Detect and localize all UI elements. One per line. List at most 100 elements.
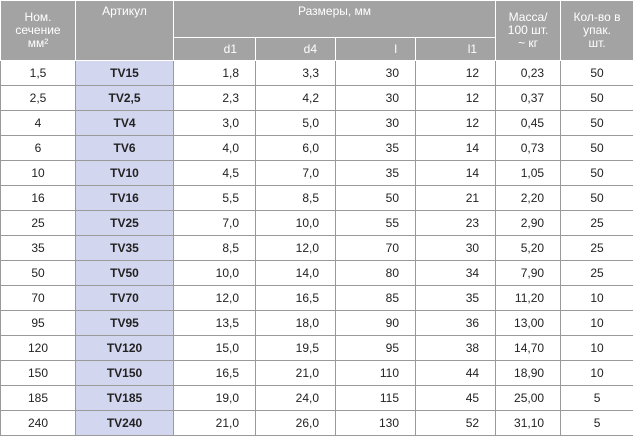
table-cell: 19,0 (174, 386, 256, 411)
table-cell: 18,0 (256, 311, 336, 336)
table-cell: 25 (561, 261, 633, 286)
table-cell: 4,5 (174, 161, 256, 186)
table-cell: 50 (336, 186, 416, 211)
header-line: Ном. (25, 10, 52, 24)
table-cell: 12,0 (256, 236, 336, 261)
table-cell: 0,73 (496, 136, 561, 161)
table-cell: 30 (336, 86, 416, 111)
table-cell: 25 (561, 211, 633, 236)
table-cell: 14 (416, 136, 496, 161)
table-cell: 0,45 (496, 111, 561, 136)
table-cell: 1,05 (496, 161, 561, 186)
table-cell: 150 (1, 361, 76, 386)
table-cell: 19,5 (256, 336, 336, 361)
table-cell: 4 (1, 111, 76, 136)
table-cell: 95 (1, 311, 76, 336)
table-cell: 18,90 (496, 361, 561, 386)
header-cell: d1 (174, 38, 256, 61)
table-cell: 25 (561, 236, 633, 261)
table-cell: 5,0 (256, 111, 336, 136)
table-cell: 10 (1, 161, 76, 186)
article-cell: TV2,5 (76, 86, 174, 111)
table-cell: 35 (336, 136, 416, 161)
table-cell: 45 (416, 386, 496, 411)
header-line: Кол-во в (574, 10, 621, 24)
table-cell: 12,0 (174, 286, 256, 311)
table-cell: 10 (561, 311, 633, 336)
table-cell: 12 (416, 61, 496, 86)
table-cell: 10 (561, 336, 633, 361)
header-cell: Артикул (76, 1, 174, 61)
table-cell: 50 (1, 261, 76, 286)
table-cell: 12 (416, 111, 496, 136)
table-cell: 35 (1, 236, 76, 261)
table-cell: 30 (336, 111, 416, 136)
table-cell: 2,90 (496, 211, 561, 236)
table-cell: 21 (416, 186, 496, 211)
table-cell: 35 (336, 161, 416, 186)
header-cell: d4 (256, 38, 336, 61)
table-cell: 50 (561, 61, 633, 86)
table-cell: 25,00 (496, 386, 561, 411)
table-cell: 7,0 (256, 161, 336, 186)
table-cell: 50 (561, 136, 633, 161)
article-cell: TV150 (76, 361, 174, 386)
table-cell: 95 (336, 336, 416, 361)
article-cell: TV10 (76, 161, 174, 186)
table-cell: 5,5 (174, 186, 256, 211)
table-cell: 3,3 (256, 61, 336, 86)
article-cell: TV4 (76, 111, 174, 136)
header-line: шт. (588, 36, 605, 50)
table-cell: 14,70 (496, 336, 561, 361)
table-cell: 80 (336, 261, 416, 286)
header-line: 100 шт. (508, 23, 548, 37)
table-cell: 21,0 (256, 361, 336, 386)
header-line: упак. (583, 23, 611, 37)
header-cell: Размеры, мм (174, 1, 496, 38)
table-cell: 90 (336, 311, 416, 336)
article-cell: TV70 (76, 286, 174, 311)
table-cell: 36 (416, 311, 496, 336)
table-cell: 115 (336, 386, 416, 411)
table-cell: 1,8 (174, 61, 256, 86)
table-cell: 185 (1, 386, 76, 411)
table-cell: 4,0 (174, 136, 256, 161)
table-cell: 2,3 (174, 86, 256, 111)
table-cell: 12 (416, 86, 496, 111)
table-cell: 15,0 (174, 336, 256, 361)
table-cell: 50 (561, 186, 633, 211)
table-cell: 14 (416, 161, 496, 186)
table-cell: 0,23 (496, 61, 561, 86)
table-cell: 24,0 (256, 386, 336, 411)
table-cell: 3,0 (174, 111, 256, 136)
table-cell: 50 (561, 86, 633, 111)
table-cell: 23 (416, 211, 496, 236)
table-cell: 10,0 (174, 261, 256, 286)
table-cell: 35 (416, 286, 496, 311)
table-cell: 11,20 (496, 286, 561, 311)
table-cell: 120 (1, 336, 76, 361)
article-cell: TV16 (76, 186, 174, 211)
table-cell: 16,5 (256, 286, 336, 311)
header-cell: l1 (416, 38, 496, 61)
table-cell: 70 (336, 236, 416, 261)
table-cell: 4,2 (256, 86, 336, 111)
header-line: сечение (15, 23, 60, 37)
article-cell: TV95 (76, 311, 174, 336)
table-cell: 50 (561, 161, 633, 186)
